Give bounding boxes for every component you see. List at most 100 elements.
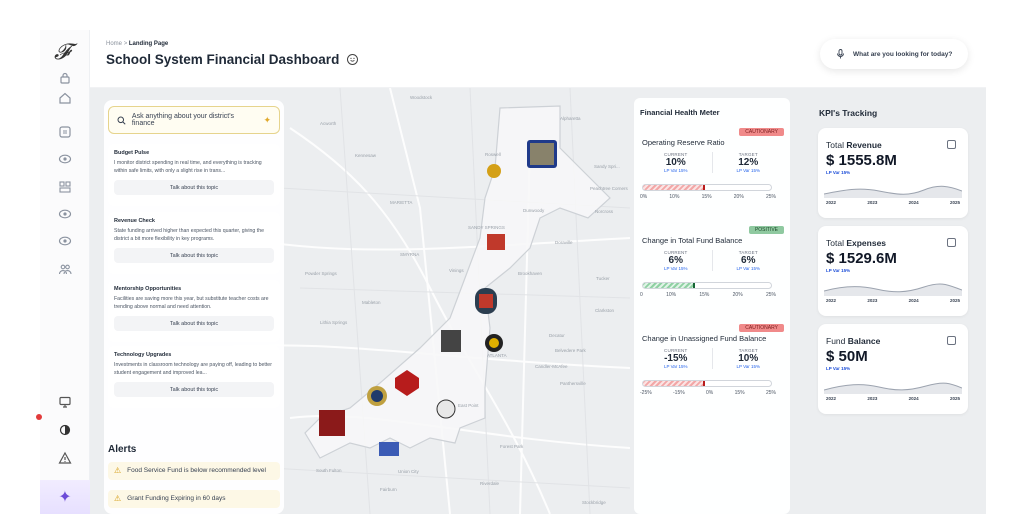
microphone-icon[interactable] xyxy=(836,49,845,59)
ask-placeholder: Ask anything about your district's finan… xyxy=(131,113,235,127)
meter-name: Change in Total Fund Balance xyxy=(642,236,743,245)
map-label: Norcross xyxy=(595,209,614,214)
meter-values: CURRENT 6% LP Var 15% TARGET 6% LP Var 15% xyxy=(640,250,784,271)
meter-values: CURRENT 10% LP Var 15% TARGET 12% LP Var 15% xyxy=(640,152,784,173)
topic-title: Mentorship Opportunities xyxy=(114,286,182,292)
meter-bar-fill xyxy=(643,283,695,288)
current-sub: LP Var 15% xyxy=(663,364,688,369)
topic-card: Technology Upgrades Investments in class… xyxy=(108,346,280,408)
kpi-value: $ 50M xyxy=(826,348,868,365)
map-label: Roswell xyxy=(485,152,501,157)
target-sub: LP Var 15% xyxy=(736,168,761,173)
tick: 10% xyxy=(666,292,677,298)
map-label: Tucker xyxy=(596,276,610,281)
talk-button[interactable]: Talk about this topic xyxy=(114,316,274,331)
map-label: Fairburn xyxy=(380,487,397,492)
kpi-label: Fund Balance xyxy=(826,336,880,346)
map-label: Forest Park xyxy=(500,444,524,449)
alert-text: Food Service Fund is below recommended l… xyxy=(127,467,266,474)
crumb-home[interactable]: Home xyxy=(106,41,123,47)
kpi-card-expenses[interactable]: Total Expenses $ 1529.6M LP Var 15% 2022… xyxy=(818,226,968,316)
current-value: -15% xyxy=(664,353,688,364)
map-label: MARIETTA xyxy=(390,200,413,205)
map-label: Candler-McAfee xyxy=(535,364,568,369)
year: 2024 xyxy=(908,396,919,401)
smile-icon[interactable] xyxy=(347,54,359,65)
current-sub: LP Var 15% xyxy=(663,266,688,271)
alert-item[interactable]: ⚠ Grant Funding Expiring in 60 days xyxy=(108,490,280,508)
map-label: Sandy Spri... xyxy=(594,164,620,169)
tick: 0 xyxy=(640,292,643,298)
search-icon xyxy=(117,116,126,125)
global-search[interactable]: What are you looking for today? xyxy=(820,39,968,69)
alert-icon[interactable] xyxy=(55,448,75,468)
kpi-card-fund-balance[interactable]: Fund Balance $ 50M LP Var 15% 2022 2023 20… xyxy=(818,324,968,414)
talk-button[interactable]: Talk about this topic xyxy=(114,382,274,397)
external-link-icon[interactable] xyxy=(947,238,956,247)
current-sub: LP Var 15% xyxy=(663,168,688,173)
target-sub: LP Var 15% xyxy=(736,364,761,369)
kpi-sparkline xyxy=(824,185,962,198)
warning-icon: ⚠ xyxy=(114,494,122,503)
meter-name: Operating Reserve Ratio xyxy=(642,138,725,147)
meter-ticks: -25% -15% 0% 15% 25% xyxy=(640,390,776,396)
map-label: Stockbridge xyxy=(582,500,606,505)
map-label: Alpharetta xyxy=(560,116,581,121)
talk-button[interactable]: Talk about this topic xyxy=(114,180,274,195)
status-badge: POSITIVE xyxy=(748,226,784,234)
topic-desc: Investments in classroom technology are … xyxy=(114,362,272,376)
map-label: Doraville xyxy=(555,240,573,245)
home-icon[interactable] xyxy=(55,88,75,108)
map-label: Peachtree Corners xyxy=(590,186,628,191)
meter-bar xyxy=(642,184,772,191)
year: 2022 xyxy=(826,396,837,401)
map-label: ATLANTA xyxy=(487,353,507,358)
map-label: East Point xyxy=(458,403,479,408)
kpi-sparkline xyxy=(824,283,962,296)
contrast-icon[interactable] xyxy=(55,420,75,440)
lock-icon[interactable] xyxy=(55,68,75,88)
kpi-label-bold: Balance xyxy=(847,336,881,346)
assistant-button[interactable]: ✦ xyxy=(40,480,90,514)
topic-card: Budget Pulse I monitor district spending… xyxy=(108,144,280,206)
warning-icon: ⚠ xyxy=(114,466,122,475)
map-label: Dunwoody xyxy=(523,208,545,213)
topic-desc: I monitor district spending in real time… xyxy=(114,160,262,174)
year: 2025 xyxy=(949,200,960,205)
year: 2023 xyxy=(867,396,878,401)
card-icon[interactable] xyxy=(55,122,75,142)
external-link-icon[interactable] xyxy=(947,140,956,149)
kpi-label-prefix: Total xyxy=(826,140,847,150)
kpi-sub: LP Var 15% xyxy=(826,268,851,273)
target-value: 10% xyxy=(738,353,759,364)
talk-button[interactable]: Talk about this topic xyxy=(114,248,274,263)
alert-item[interactable]: ⚠ Food Service Fund is below recommended… xyxy=(108,462,280,480)
tick: 25% xyxy=(765,194,776,200)
eye-icon[interactable] xyxy=(55,149,75,169)
kpi-title: KPI's Tracking xyxy=(819,108,878,118)
page-title: School System Financial Dashboard xyxy=(106,52,340,67)
tick: 25% xyxy=(765,292,776,298)
financial-health-meter: Financial Health Meter CAUTIONARY Operat… xyxy=(634,98,790,514)
status-badge: CAUTIONARY xyxy=(739,324,784,332)
sparkle-icon: ✦ xyxy=(58,489,72,506)
kpi-years: 2022 2023 2024 2025 xyxy=(826,200,960,205)
map-label: Brookhaven xyxy=(518,271,543,276)
layout-icon[interactable] xyxy=(55,177,75,197)
year: 2025 xyxy=(949,396,960,401)
ask-input[interactable]: Ask anything about your district's finan… xyxy=(108,106,280,134)
map-label: Decatur xyxy=(549,333,565,338)
topic-title: Budget Pulse xyxy=(114,150,150,156)
external-link-icon[interactable] xyxy=(947,336,956,345)
eye-icon-3[interactable] xyxy=(55,231,75,251)
current-label: CURRENT xyxy=(664,348,688,353)
eye-icon-2[interactable] xyxy=(55,204,75,224)
topic-card: Revenue Check State funding arrived high… xyxy=(108,212,280,274)
topic-desc: Facilities are saving more this year, bu… xyxy=(114,296,269,310)
kpi-card-revenue[interactable]: Total Revenue $ 1555.8M LP Var 15% 2022 2… xyxy=(818,128,968,218)
map-label: Mableton xyxy=(362,300,381,305)
people-icon[interactable] xyxy=(55,259,75,279)
target-label: TARGET xyxy=(738,152,758,157)
monitor-icon[interactable] xyxy=(55,392,75,412)
current-value: 6% xyxy=(668,255,683,266)
